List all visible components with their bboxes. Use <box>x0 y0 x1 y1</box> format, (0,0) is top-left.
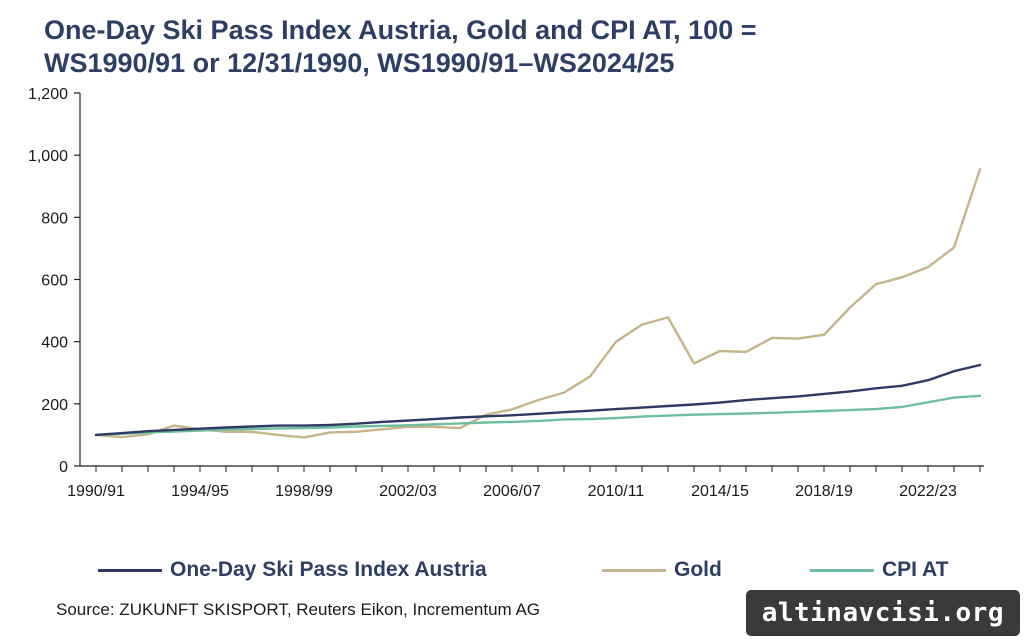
chart-title-line-2: WS1990/91 or 12/31/1990, WS1990/91–WS202… <box>44 48 675 78</box>
x-tick-label: 2022/23 <box>899 483 957 500</box>
legend-label-cpi: CPI AT <box>882 558 949 581</box>
y-tick-label: 200 <box>41 397 68 414</box>
chart-title-line-1: One-Day Ski Pass Index Austria, Gold and… <box>44 15 757 45</box>
x-tick-label: 2002/03 <box>379 483 437 500</box>
x-tick-label: 1994/95 <box>171 483 229 500</box>
y-tick-label: 800 <box>41 210 68 227</box>
y-tick-label: 0 <box>59 459 68 476</box>
x-tick-label: 2014/15 <box>691 483 749 500</box>
y-tick-label: 1,200 <box>28 86 68 103</box>
watermark-logo: altinavcisi.org <box>745 590 1020 636</box>
series-line-cpi-at <box>94 394 982 437</box>
legend-item-gold: Gold <box>602 555 722 585</box>
x-tick-label: 1998/99 <box>275 483 333 500</box>
legend-swatch-gold <box>602 568 666 572</box>
legend-label-gold: Gold <box>674 558 722 581</box>
legend-item-cpi: CPI AT <box>810 555 949 585</box>
x-tick-label: 2018/19 <box>795 483 853 500</box>
legend-swatch-cpi <box>810 568 874 572</box>
legend-item-ski-pass: One-Day Ski Pass Index Austria <box>98 555 487 585</box>
y-tick-label: 600 <box>41 273 68 290</box>
source-note: Source: ZUKUNFT SKISPORT, Reuters Eikon,… <box>56 600 541 619</box>
chart-legend: One-Day Ski Pass Index Austria Gold CPI … <box>98 555 998 585</box>
x-tick-label: 2010/11 <box>588 483 645 500</box>
x-tick-label: 2006/07 <box>483 483 541 500</box>
y-tick-label: 400 <box>41 335 68 352</box>
series-line-one-day-ski-pass-index-austria <box>94 363 982 437</box>
legend-label-ski-pass: One-Day Ski Pass Index Austria <box>170 558 487 581</box>
x-tick-label: 1990/91 <box>67 483 125 500</box>
chart-series <box>94 167 982 439</box>
chart-title: One-Day Ski Pass Index Austria, Gold and… <box>44 14 974 80</box>
chart-axes: 0 200 400 600 800 1,000 1,200 1990/91 1994/95 199… <box>28 86 984 500</box>
y-tick-label: 1,000 <box>28 148 68 165</box>
series-line-gold <box>94 167 982 439</box>
legend-swatch-ski-pass <box>98 568 162 572</box>
